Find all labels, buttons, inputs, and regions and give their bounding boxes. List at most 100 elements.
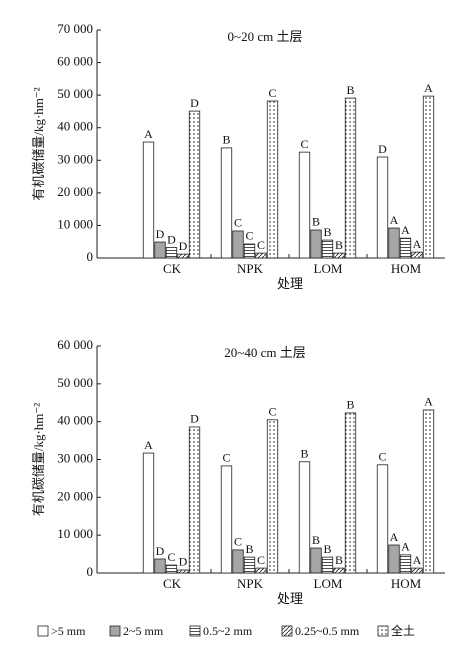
legend-label: >5 mm — [51, 624, 86, 638]
significance-letter: B — [245, 542, 253, 556]
x-tick-label: LOM — [314, 576, 343, 591]
y-tick-label: 70 000 — [57, 21, 93, 36]
legend-swatch — [37, 625, 49, 637]
significance-letter: A — [424, 395, 433, 409]
bar — [376, 156, 389, 259]
y-tick-label: 40 000 — [57, 119, 93, 134]
bar — [376, 464, 389, 574]
significance-letter: C — [378, 450, 386, 464]
significance-letter: A — [390, 213, 399, 227]
significance-letter: D — [190, 96, 199, 110]
bar — [165, 247, 178, 259]
y-tick-label: 10 000 — [57, 216, 93, 231]
bar — [220, 465, 233, 574]
x-tick-label: LOM — [314, 261, 343, 276]
y-tick-label: 40 000 — [57, 413, 93, 428]
significance-letter: A — [424, 81, 433, 95]
significance-letter: B — [323, 225, 331, 239]
bar — [165, 564, 178, 574]
y-tick-label: 10 000 — [57, 526, 93, 541]
legend-swatch — [109, 625, 121, 637]
bar — [344, 412, 357, 574]
x-tick-label: HOM — [391, 261, 422, 276]
bar — [188, 110, 201, 259]
bar — [310, 229, 322, 259]
bar — [388, 227, 400, 259]
bar — [177, 569, 189, 574]
significance-letter: D — [190, 412, 199, 426]
significance-letter: B — [312, 215, 320, 229]
bar — [411, 251, 423, 259]
bar — [344, 97, 357, 259]
y-axis-label: 有机碳储量/kg·hm⁻² — [31, 403, 46, 516]
y-tick-label: 30 000 — [57, 151, 93, 166]
y-axis-label: 有机碳储量/kg·hm⁻² — [31, 87, 46, 200]
significance-letter: B — [300, 447, 308, 461]
x-tick-label: NPK — [237, 576, 264, 591]
y-tick-label: 50 000 — [57, 375, 93, 390]
y-tick-label: 20 000 — [57, 184, 93, 199]
significance-letter: A — [144, 127, 153, 141]
x-tick-label: NPK — [237, 261, 264, 276]
bar — [266, 100, 279, 259]
significance-letter: D — [179, 239, 188, 253]
y-tick-label: 60 000 — [57, 337, 93, 352]
bar — [255, 252, 267, 259]
significance-letter: C — [268, 86, 276, 100]
chart-title: 0~20 cm 土层 — [228, 29, 303, 44]
bar — [333, 567, 345, 574]
significance-letter: B — [312, 533, 320, 547]
bar — [422, 409, 435, 574]
x-tick-label: CK — [163, 576, 182, 591]
bar — [142, 452, 155, 574]
legend-label: 0.25~0.5 mm — [295, 624, 360, 638]
legend-label: 全土 — [391, 623, 415, 638]
significance-letter: A — [144, 438, 153, 452]
legend-swatch — [377, 625, 389, 637]
significance-letter: A — [401, 540, 410, 554]
significance-letter: C — [234, 216, 242, 230]
significance-letter: D — [167, 232, 176, 246]
bar — [333, 252, 345, 259]
x-axis-label: 处理 — [277, 591, 303, 606]
significance-letter: A — [413, 553, 422, 567]
significance-letter: C — [245, 229, 253, 243]
significance-letter: A — [413, 237, 422, 251]
bar — [255, 567, 267, 574]
bar — [310, 547, 322, 574]
bar — [188, 426, 201, 574]
bar — [399, 554, 412, 574]
bar — [232, 230, 244, 259]
bar — [243, 243, 256, 259]
significance-letter: B — [222, 133, 230, 147]
legend-swatch — [281, 625, 293, 637]
significance-letter: C — [234, 535, 242, 549]
y-tick-label: 60 000 — [57, 54, 93, 69]
x-axis-label: 处理 — [277, 276, 303, 291]
significance-letter: D — [179, 555, 188, 569]
y-tick-label: 20 000 — [57, 488, 93, 503]
legend-swatch — [189, 625, 201, 637]
bar — [411, 567, 423, 574]
significance-letter: A — [390, 530, 399, 544]
y-tick-label: 0 — [87, 564, 94, 579]
significance-letter: B — [335, 238, 343, 252]
significance-letter: A — [401, 223, 410, 237]
bar — [154, 241, 166, 259]
bar — [243, 556, 256, 574]
significance-letter: C — [268, 405, 276, 419]
bar — [388, 544, 400, 574]
bar — [321, 556, 334, 574]
significance-letter: D — [378, 142, 387, 156]
y-tick-label: 0 — [87, 249, 94, 264]
significance-letter: B — [346, 398, 354, 412]
bar — [266, 419, 279, 574]
bar — [422, 95, 435, 259]
significance-letter: B — [335, 553, 343, 567]
bar — [177, 253, 189, 259]
significance-letter: B — [323, 542, 331, 556]
significance-letter: C — [257, 238, 265, 252]
bar — [321, 239, 334, 259]
y-tick-label: 50 000 — [57, 86, 93, 101]
